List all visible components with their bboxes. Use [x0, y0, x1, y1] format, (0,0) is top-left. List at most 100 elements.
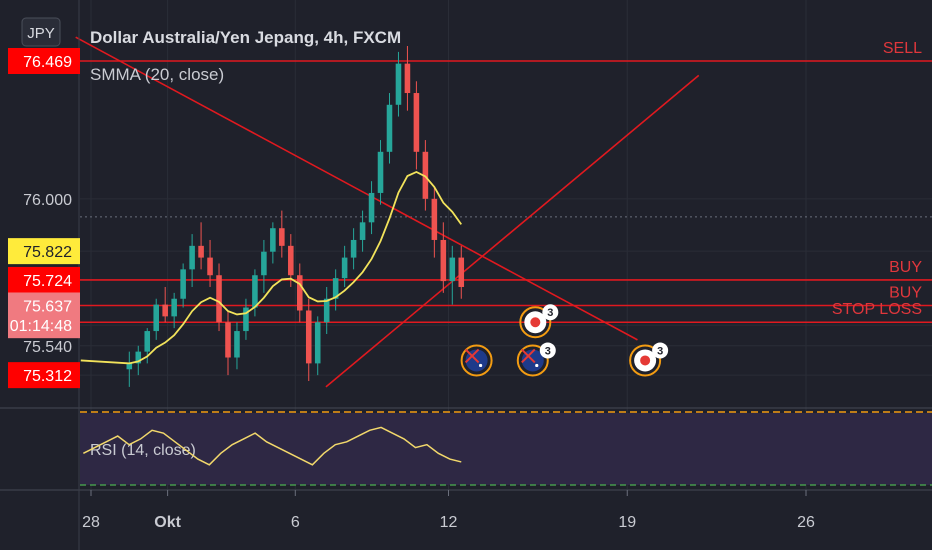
candle[interactable]	[413, 81, 420, 170]
candle-body	[431, 198, 438, 240]
candle-body	[270, 228, 276, 252]
candle[interactable]	[341, 245, 348, 287]
candle-body	[350, 239, 357, 258]
candle-body	[377, 151, 384, 193]
candle[interactable]	[144, 328, 151, 364]
candle[interactable]	[440, 222, 447, 293]
candle-body	[449, 257, 456, 282]
au-flag-cross-icon	[521, 348, 536, 364]
event-count: 3	[545, 345, 551, 357]
candle[interactable]	[198, 222, 204, 270]
candle-body	[404, 63, 411, 94]
candle[interactable]	[171, 292, 177, 329]
candle[interactable]	[377, 140, 384, 205]
candle[interactable]	[431, 187, 438, 258]
price-tag-bg	[8, 362, 80, 389]
candle-body	[314, 322, 321, 364]
time-axis[interactable]: 28 Okt 6 12 19 26	[82, 490, 815, 531]
candle-body	[198, 245, 204, 258]
price-tag-label: 75.822	[23, 244, 72, 261]
candle-body	[422, 151, 429, 199]
candle[interactable]	[153, 298, 160, 340]
candle-body	[153, 304, 160, 332]
candle[interactable]	[252, 269, 258, 317]
candle[interactable]	[386, 93, 393, 164]
candle-body	[440, 239, 447, 282]
candle[interactable]	[180, 263, 186, 308]
au-flag-cross-icon	[464, 348, 480, 364]
price-tag-label: 75.637	[23, 298, 72, 315]
price-tag-label: 76.000	[23, 192, 72, 209]
candle-body	[458, 257, 465, 287]
event-marker-jp[interactable]: 3	[519, 304, 559, 339]
event-marker-au[interactable]	[460, 344, 493, 377]
price-tag-bg	[8, 266, 80, 293]
time-tick-label: Okt	[154, 514, 181, 531]
candle[interactable]	[323, 286, 330, 334]
candle-body	[413, 93, 420, 152]
candle[interactable]	[458, 245, 465, 299]
candle[interactable]	[296, 263, 303, 323]
candle[interactable]	[314, 316, 321, 376]
event-marker-au[interactable]: 3	[516, 342, 556, 377]
event-marker-ring	[516, 344, 549, 377]
candle[interactable]	[261, 239, 267, 293]
trend-line	[75, 36, 638, 341]
candle[interactable]	[189, 234, 195, 287]
candle-body	[225, 322, 231, 358]
candle[interactable]	[207, 239, 213, 287]
candle[interactable]	[404, 46, 411, 111]
candle[interactable]	[126, 351, 133, 387]
candle[interactable]	[350, 228, 357, 270]
event-count-badge	[542, 304, 559, 321]
price-tag-label: 01:14:48	[10, 318, 72, 335]
candle-body	[252, 275, 258, 308]
candle-body	[144, 331, 151, 352]
candle-body	[180, 269, 186, 299]
candle-body	[243, 307, 249, 332]
candle[interactable]	[279, 210, 285, 258]
event-count-badge	[652, 342, 669, 359]
candle-body	[368, 192, 375, 223]
rsi-band	[80, 413, 932, 485]
currency-badge-box	[21, 17, 61, 47]
candle-body	[216, 275, 222, 323]
candle[interactable]	[449, 245, 456, 305]
candle[interactable]	[234, 322, 240, 370]
candle-body	[207, 257, 213, 276]
time-tick-label: 26	[797, 514, 815, 531]
price-tag-bg	[8, 238, 80, 265]
candle-body	[323, 298, 330, 323]
candle[interactable]	[332, 269, 339, 311]
candle[interactable]	[162, 286, 168, 323]
candle[interactable]	[216, 263, 222, 332]
time-tick-label: 28	[82, 514, 100, 531]
currency-badge[interactable]: JPY	[21, 17, 61, 47]
time-tick-label: 19	[618, 514, 636, 531]
rsi-pane[interactable]: RSI (14, close)	[80, 411, 932, 486]
candle[interactable]	[359, 210, 366, 252]
candle[interactable]	[270, 222, 276, 264]
candle-body	[261, 251, 267, 276]
price-tag-label: 76.469	[23, 54, 72, 71]
candle[interactable]	[305, 298, 312, 382]
event-count-badge	[539, 342, 556, 359]
event-marker-jp[interactable]: 3	[629, 342, 669, 377]
currency-badge-label: JPY	[27, 25, 55, 42]
candle[interactable]	[225, 310, 231, 376]
au-flag-star-icon	[535, 363, 539, 368]
candle[interactable]	[422, 140, 429, 211]
event-count: 3	[547, 307, 553, 319]
time-tick-label: 12	[440, 514, 458, 531]
event-marker-ring	[629, 344, 662, 377]
price-tag-label: 75.312	[23, 368, 72, 385]
candle-body	[296, 275, 303, 311]
price-scale[interactable]: 76.469 76.000 75.822 75.724 75.637 01:14:48 75…	[8, 48, 80, 389]
candle[interactable]	[243, 298, 249, 340]
au-flag-star-icon	[478, 363, 483, 368]
candle-body	[126, 363, 133, 370]
candle[interactable]	[368, 181, 375, 235]
candle[interactable]	[395, 51, 402, 117]
